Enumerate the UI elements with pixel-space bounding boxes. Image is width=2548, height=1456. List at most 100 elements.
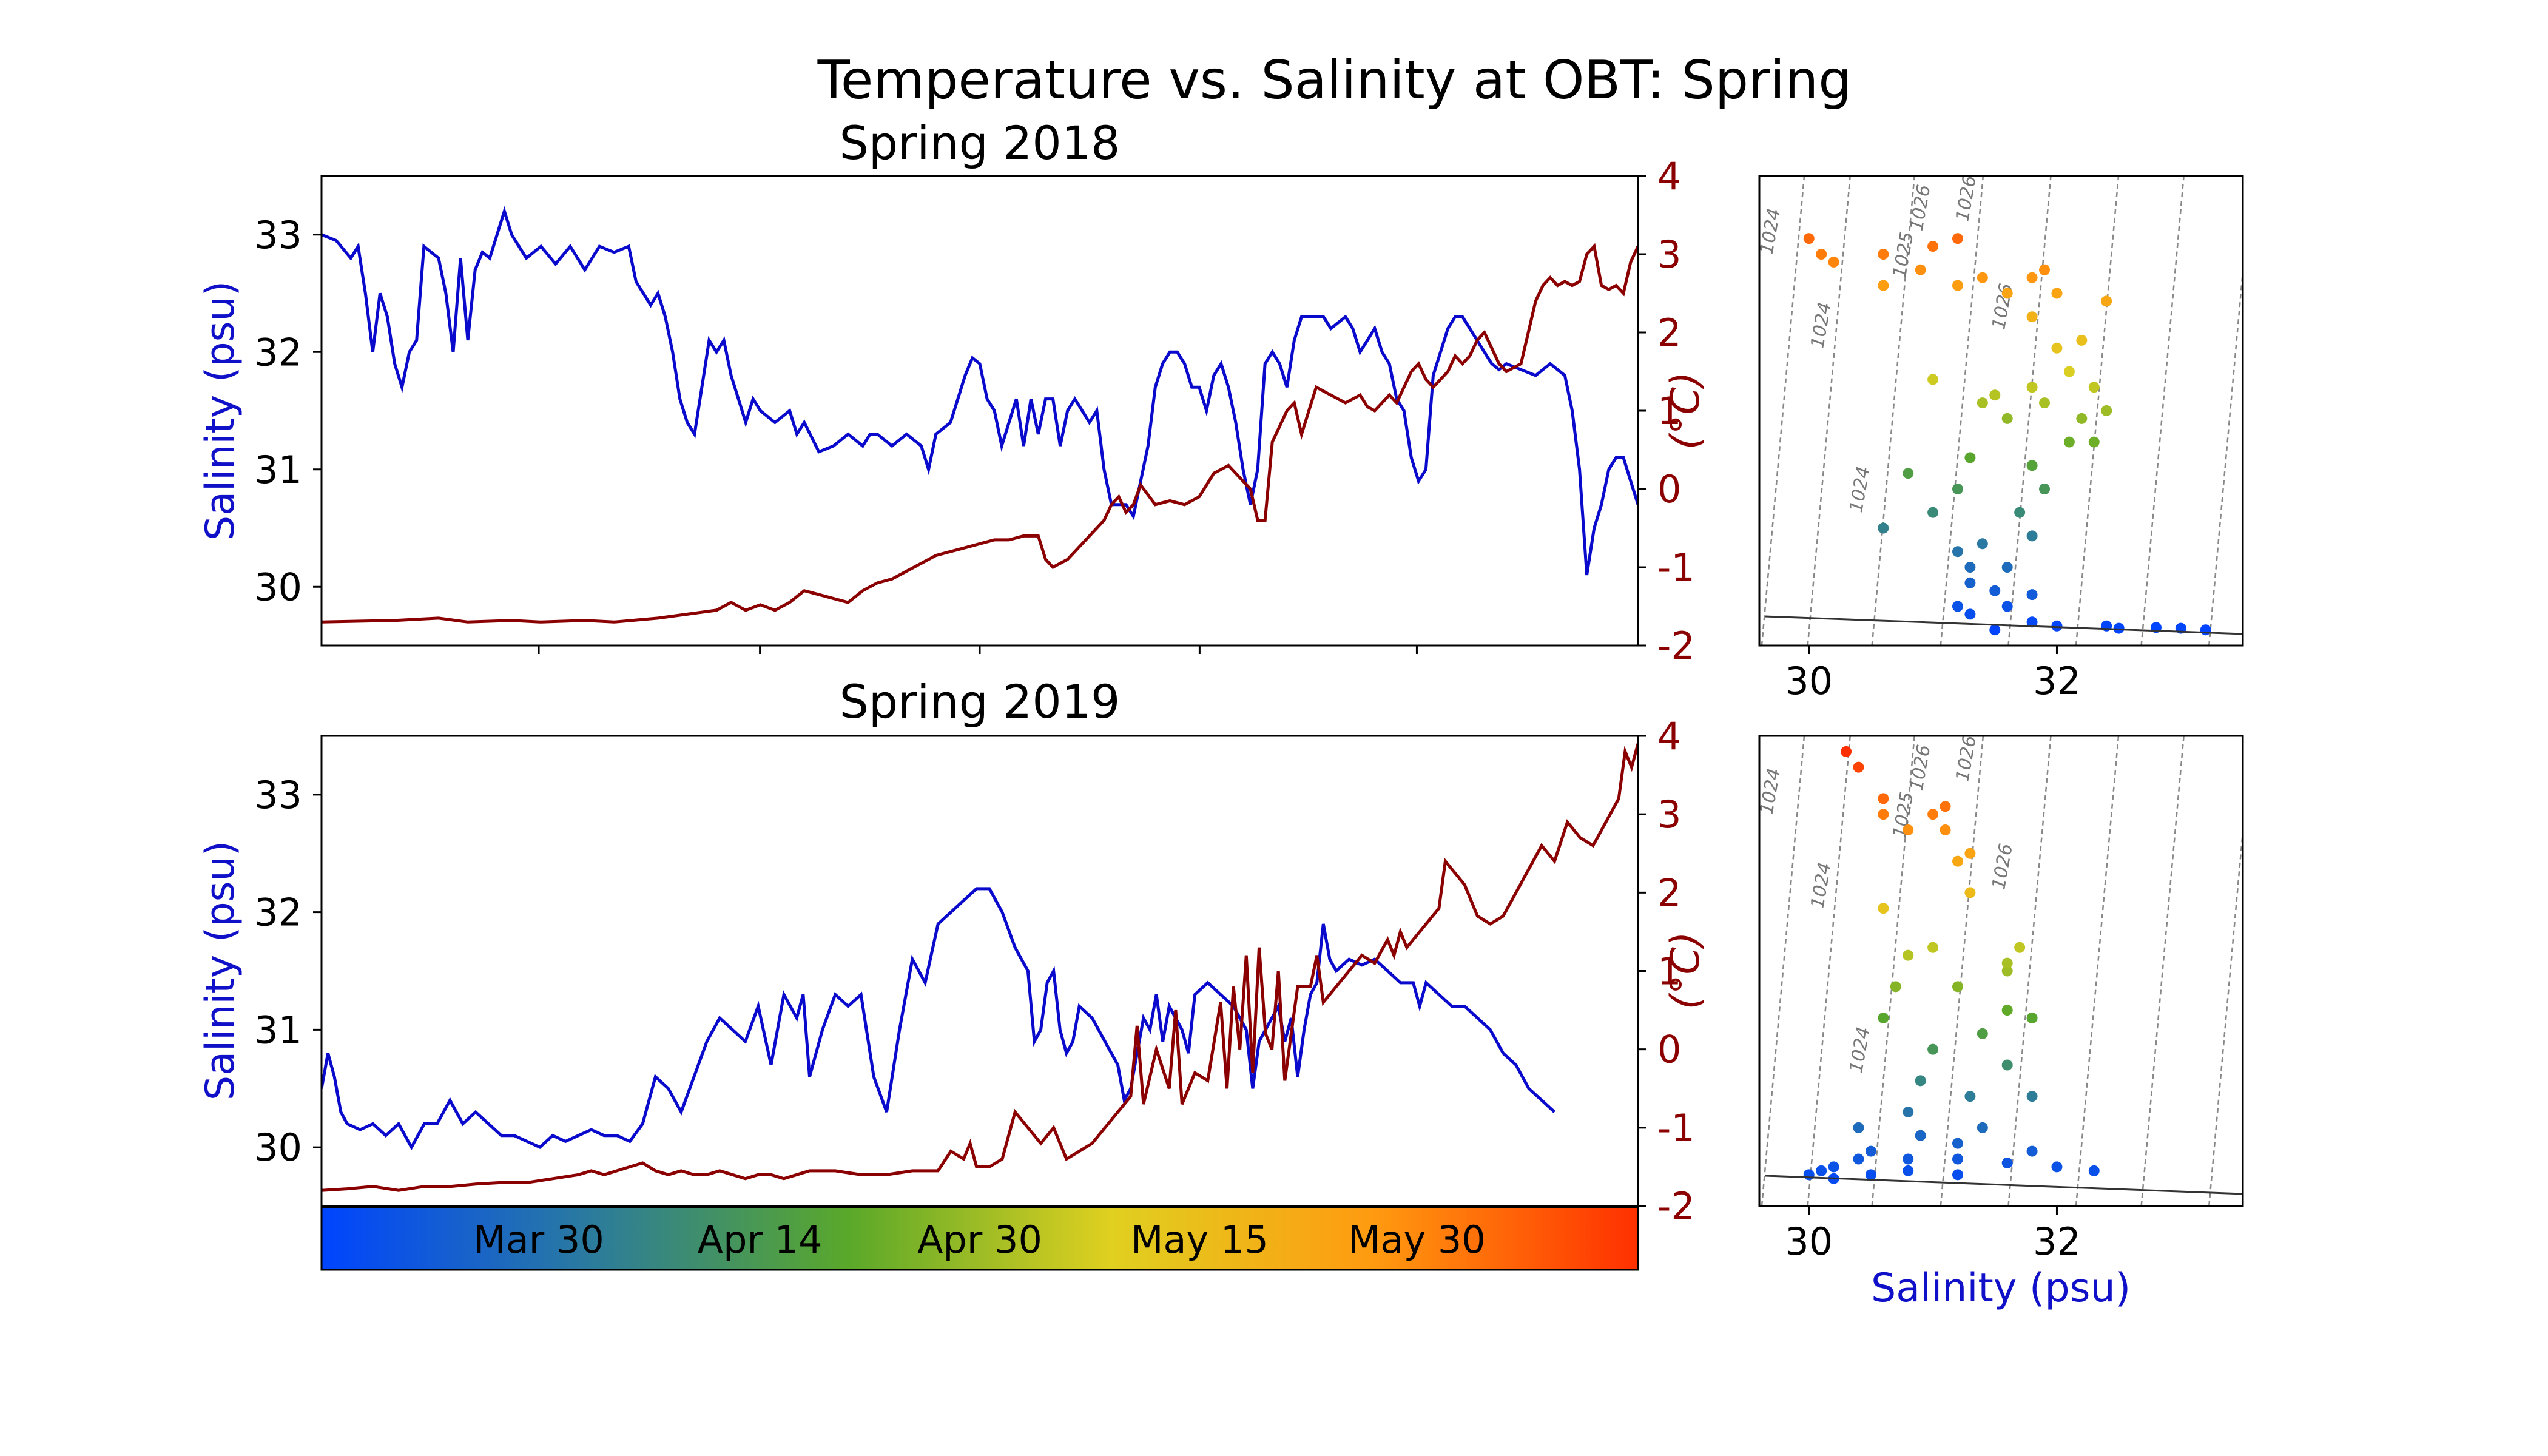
ts-point (2051, 1161, 2063, 1173)
temperature-tick-label: 3 (1657, 792, 1681, 837)
ts-salinity-axis-label: Salinity (psu) (1871, 1266, 2131, 1311)
ts-frame-2018 (1758, 175, 2244, 647)
ts-point (1915, 264, 1926, 275)
ts-point (1927, 942, 1939, 953)
temperature-line-2019 (322, 743, 1638, 1192)
salinity-axis-label-2018: Salinity (psu) (198, 281, 243, 541)
colorbar-date-label: Apr 30 (917, 1218, 1042, 1262)
ts-point (1952, 484, 1963, 494)
temperature-tick-label: 2 (1657, 871, 1681, 915)
ts-frame-2019 (1758, 735, 2244, 1207)
temperature-tick-label: 4 (1657, 154, 1681, 198)
salinity-tick-label: 30 (254, 1125, 302, 1170)
ts-point (1977, 397, 1988, 409)
isopycnal-label: 1026 (1952, 174, 1981, 223)
isopycnal-label: 1026 (1906, 743, 1935, 792)
isopycnal-line (2075, 176, 2120, 645)
isopycnal-line (2075, 736, 2120, 1206)
ts-point (2088, 1165, 2100, 1176)
temperature-line-2018 (322, 243, 1638, 624)
isopycnal-line (2007, 736, 2052, 1206)
ts-points-2019 (1803, 746, 2100, 1184)
temperature-tick-label: -1 (1657, 1106, 1695, 1150)
panel-spring-2018: Spring 2018 30 31 32 33 -2 -1 0 1 2 3 4 Salinity … (198, 116, 1708, 668)
isopycnal-line (2277, 736, 2319, 1206)
ts-point (1977, 538, 1988, 550)
ts-point (2101, 405, 2112, 416)
isopycnal-line (1807, 176, 1851, 645)
temperature-ticks-2019: -2 -1 0 1 2 3 4 (1638, 714, 1695, 1228)
colorbar-date-label: Mar 30 (473, 1218, 604, 1262)
ts-point (2063, 436, 2075, 448)
ts-point (1865, 1145, 1876, 1157)
temperature-tick-label: 3 (1657, 232, 1681, 277)
isopycnal-line (2208, 823, 2243, 1206)
isopycnal-label: 1024 (1756, 767, 1785, 816)
ts-point (1927, 374, 1939, 385)
ts-point (1977, 1122, 1988, 1133)
temperature-tick-label: -2 (1657, 624, 1695, 668)
colorbar-gradient (320, 1206, 1639, 1271)
plot-frame-2018 (320, 175, 1639, 647)
isopycnal-label: 1024 (1807, 300, 1836, 349)
panel-title-2019: Spring 2019 (840, 675, 1121, 729)
salinity-ticks-2019: 30 31 32 33 (254, 773, 1418, 1215)
ts-point (1828, 1161, 1839, 1173)
ts-point (1865, 1169, 1876, 1181)
ts-point (2014, 942, 2026, 953)
ts-tick-label: 32 (2033, 1219, 2081, 1264)
ts-point (1977, 272, 1988, 283)
ts-point (2026, 382, 2038, 393)
ts-tick-label: 30 (1785, 659, 1833, 703)
colorbar-date-label: May 15 (1131, 1218, 1269, 1262)
ts-point (2051, 620, 2063, 632)
ts-point (1890, 981, 1901, 993)
temperature-ticks-2018: -2 -1 0 1 2 3 4 (1638, 154, 1695, 668)
ts-point (2014, 507, 2026, 518)
ts-point (1927, 1043, 1939, 1055)
temperature-tick-label: 1 (1657, 389, 1681, 433)
isopycnal-line (1807, 736, 1851, 1206)
isopycnal-label: 1025 (1889, 230, 1918, 279)
ts-point (2026, 1091, 2038, 1102)
ts-point (1964, 608, 1976, 620)
ts-point (2026, 1145, 2038, 1157)
ts-point (1952, 981, 1963, 993)
ts-point (1903, 824, 1914, 835)
ts-point (1915, 1130, 1926, 1141)
isopycnal-line (2277, 176, 2319, 645)
ts-point (1915, 1075, 1926, 1087)
temperature-axis-label-2018: (°C) (1663, 372, 1708, 450)
ts-point (1964, 1091, 1976, 1102)
temperature-tick-label: 0 (1657, 467, 1681, 511)
ts-point (2051, 288, 2063, 299)
isopycnal-line (1761, 736, 1805, 1206)
isopycnal-label: 1026 (1988, 842, 2017, 891)
salinity-tick-label: 33 (254, 213, 302, 257)
ts-point (2001, 288, 2013, 299)
ts-point (1964, 848, 1976, 859)
ts-point (2001, 965, 2013, 977)
colorbar-date-label: Apr 14 (698, 1218, 823, 1262)
salinity-tick-label: 31 (254, 448, 302, 492)
ts-point (1989, 585, 2001, 596)
ts-point (1952, 1169, 1963, 1181)
ts-point (1964, 577, 1976, 588)
temperature-tick-label: -2 (1657, 1184, 1695, 1228)
ts-point (2026, 589, 2038, 601)
ts-point (2088, 382, 2100, 393)
ts-point (1903, 1107, 1914, 1117)
ts-point (1952, 1138, 1963, 1149)
ts-point (1952, 855, 1963, 867)
ts-point (2026, 460, 2038, 471)
ts-point (2088, 436, 2100, 448)
ts-point (1853, 1153, 1864, 1165)
freezing-line-2018 (1765, 615, 2243, 635)
ts-point (1816, 1165, 1827, 1176)
isopycnal-label: 1026 (1988, 281, 2017, 331)
ts-point (1989, 624, 2001, 636)
isopycnal-label: 1026 (1952, 733, 1981, 783)
